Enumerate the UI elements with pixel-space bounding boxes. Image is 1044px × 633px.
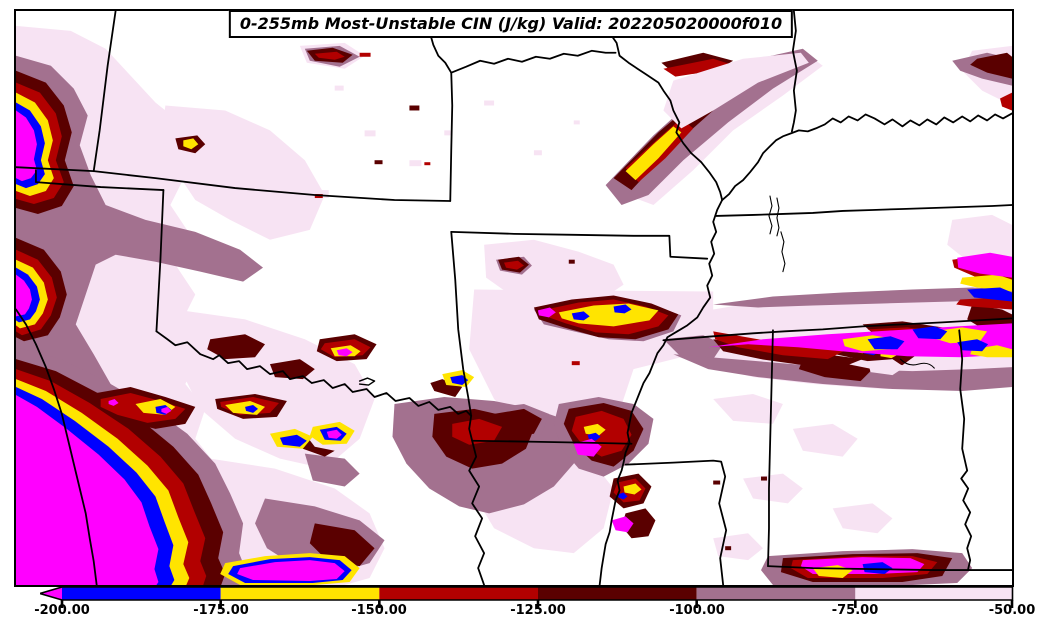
- colorbar-seg-maroon: [538, 587, 697, 600]
- map-title-text: 0-255mb Most-Unstable CIN (J/kg) Valid: …: [239, 14, 783, 33]
- colorbar-under-arrow: [40, 587, 62, 600]
- border-colorado-kansas: [92, 11, 117, 173]
- border-ohio-river: [721, 112, 1012, 201]
- colorbar-tick-label: -100.00: [669, 603, 725, 618]
- border-kentucky-tennessee: [715, 204, 1012, 217]
- colorbar-tick-label: -175.00: [193, 603, 249, 618]
- colorbar: [40, 587, 1014, 608]
- colorbar-seg-pale: [855, 587, 1013, 600]
- border-texas-east-sabine: [468, 414, 486, 585]
- border-mississippi-river-lower: [598, 199, 724, 585]
- colorbar-seg-blue: [62, 587, 221, 600]
- colorbar-segments: [40, 587, 1013, 600]
- border-alabama-florida: [767, 565, 1012, 571]
- lake-obion: [780, 231, 786, 273]
- border-kansas-missouri: [422, 11, 454, 202]
- lake-kentucky: [768, 195, 773, 235]
- map-title: 0-255mb Most-Unstable CIN (J/kg) Valid: …: [228, 10, 794, 38]
- border-rio-grande: [16, 308, 98, 585]
- map-frame: [14, 9, 1014, 587]
- border-iowa-missouri: [450, 49, 617, 74]
- colorbar-ticks: [60, 600, 1014, 608]
- colorbar-tick-label: -125.00: [510, 603, 566, 618]
- cin-contour-map: [16, 11, 1012, 585]
- border-mississippi-river-upper: [600, 11, 724, 201]
- colorbar-tick-label: -75.00: [831, 603, 879, 618]
- border-louisiana-mississippi: [624, 459, 728, 585]
- border-oklahoma-arkansas: [450, 230, 473, 417]
- colorbar-seg-red: [379, 587, 538, 600]
- border-missouri-arkansas: [450, 230, 709, 260]
- border-arkansas-louisiana: [471, 439, 633, 445]
- river-tennessee-squiggle: [899, 358, 935, 369]
- colorbar-tick-label: -200.00: [34, 603, 90, 618]
- lake-barkley: [776, 197, 780, 237]
- border-texas-100w: [155, 189, 165, 333]
- border-illinois-indiana: [790, 11, 798, 133]
- border-tennessee-south: [662, 317, 1012, 342]
- cin-fill-overlay-details: [663, 52, 1012, 579]
- colorbar-tick-label: -150.00: [351, 603, 407, 618]
- border-37n-parallel: [16, 166, 452, 202]
- border-mississippi-alabama: [767, 329, 774, 567]
- state-borders: [16, 11, 1012, 585]
- colorbar-seg-yellow: [220, 587, 380, 600]
- colorbar-seg-mauve: [696, 587, 856, 600]
- border-alabama-georgia: [958, 329, 973, 570]
- border-red-river: [155, 330, 473, 417]
- colorbar-tick-label: -50.00: [988, 603, 1036, 618]
- border-oklahoma-panhandle: [35, 169, 165, 191]
- lake-texoma: [358, 377, 376, 386]
